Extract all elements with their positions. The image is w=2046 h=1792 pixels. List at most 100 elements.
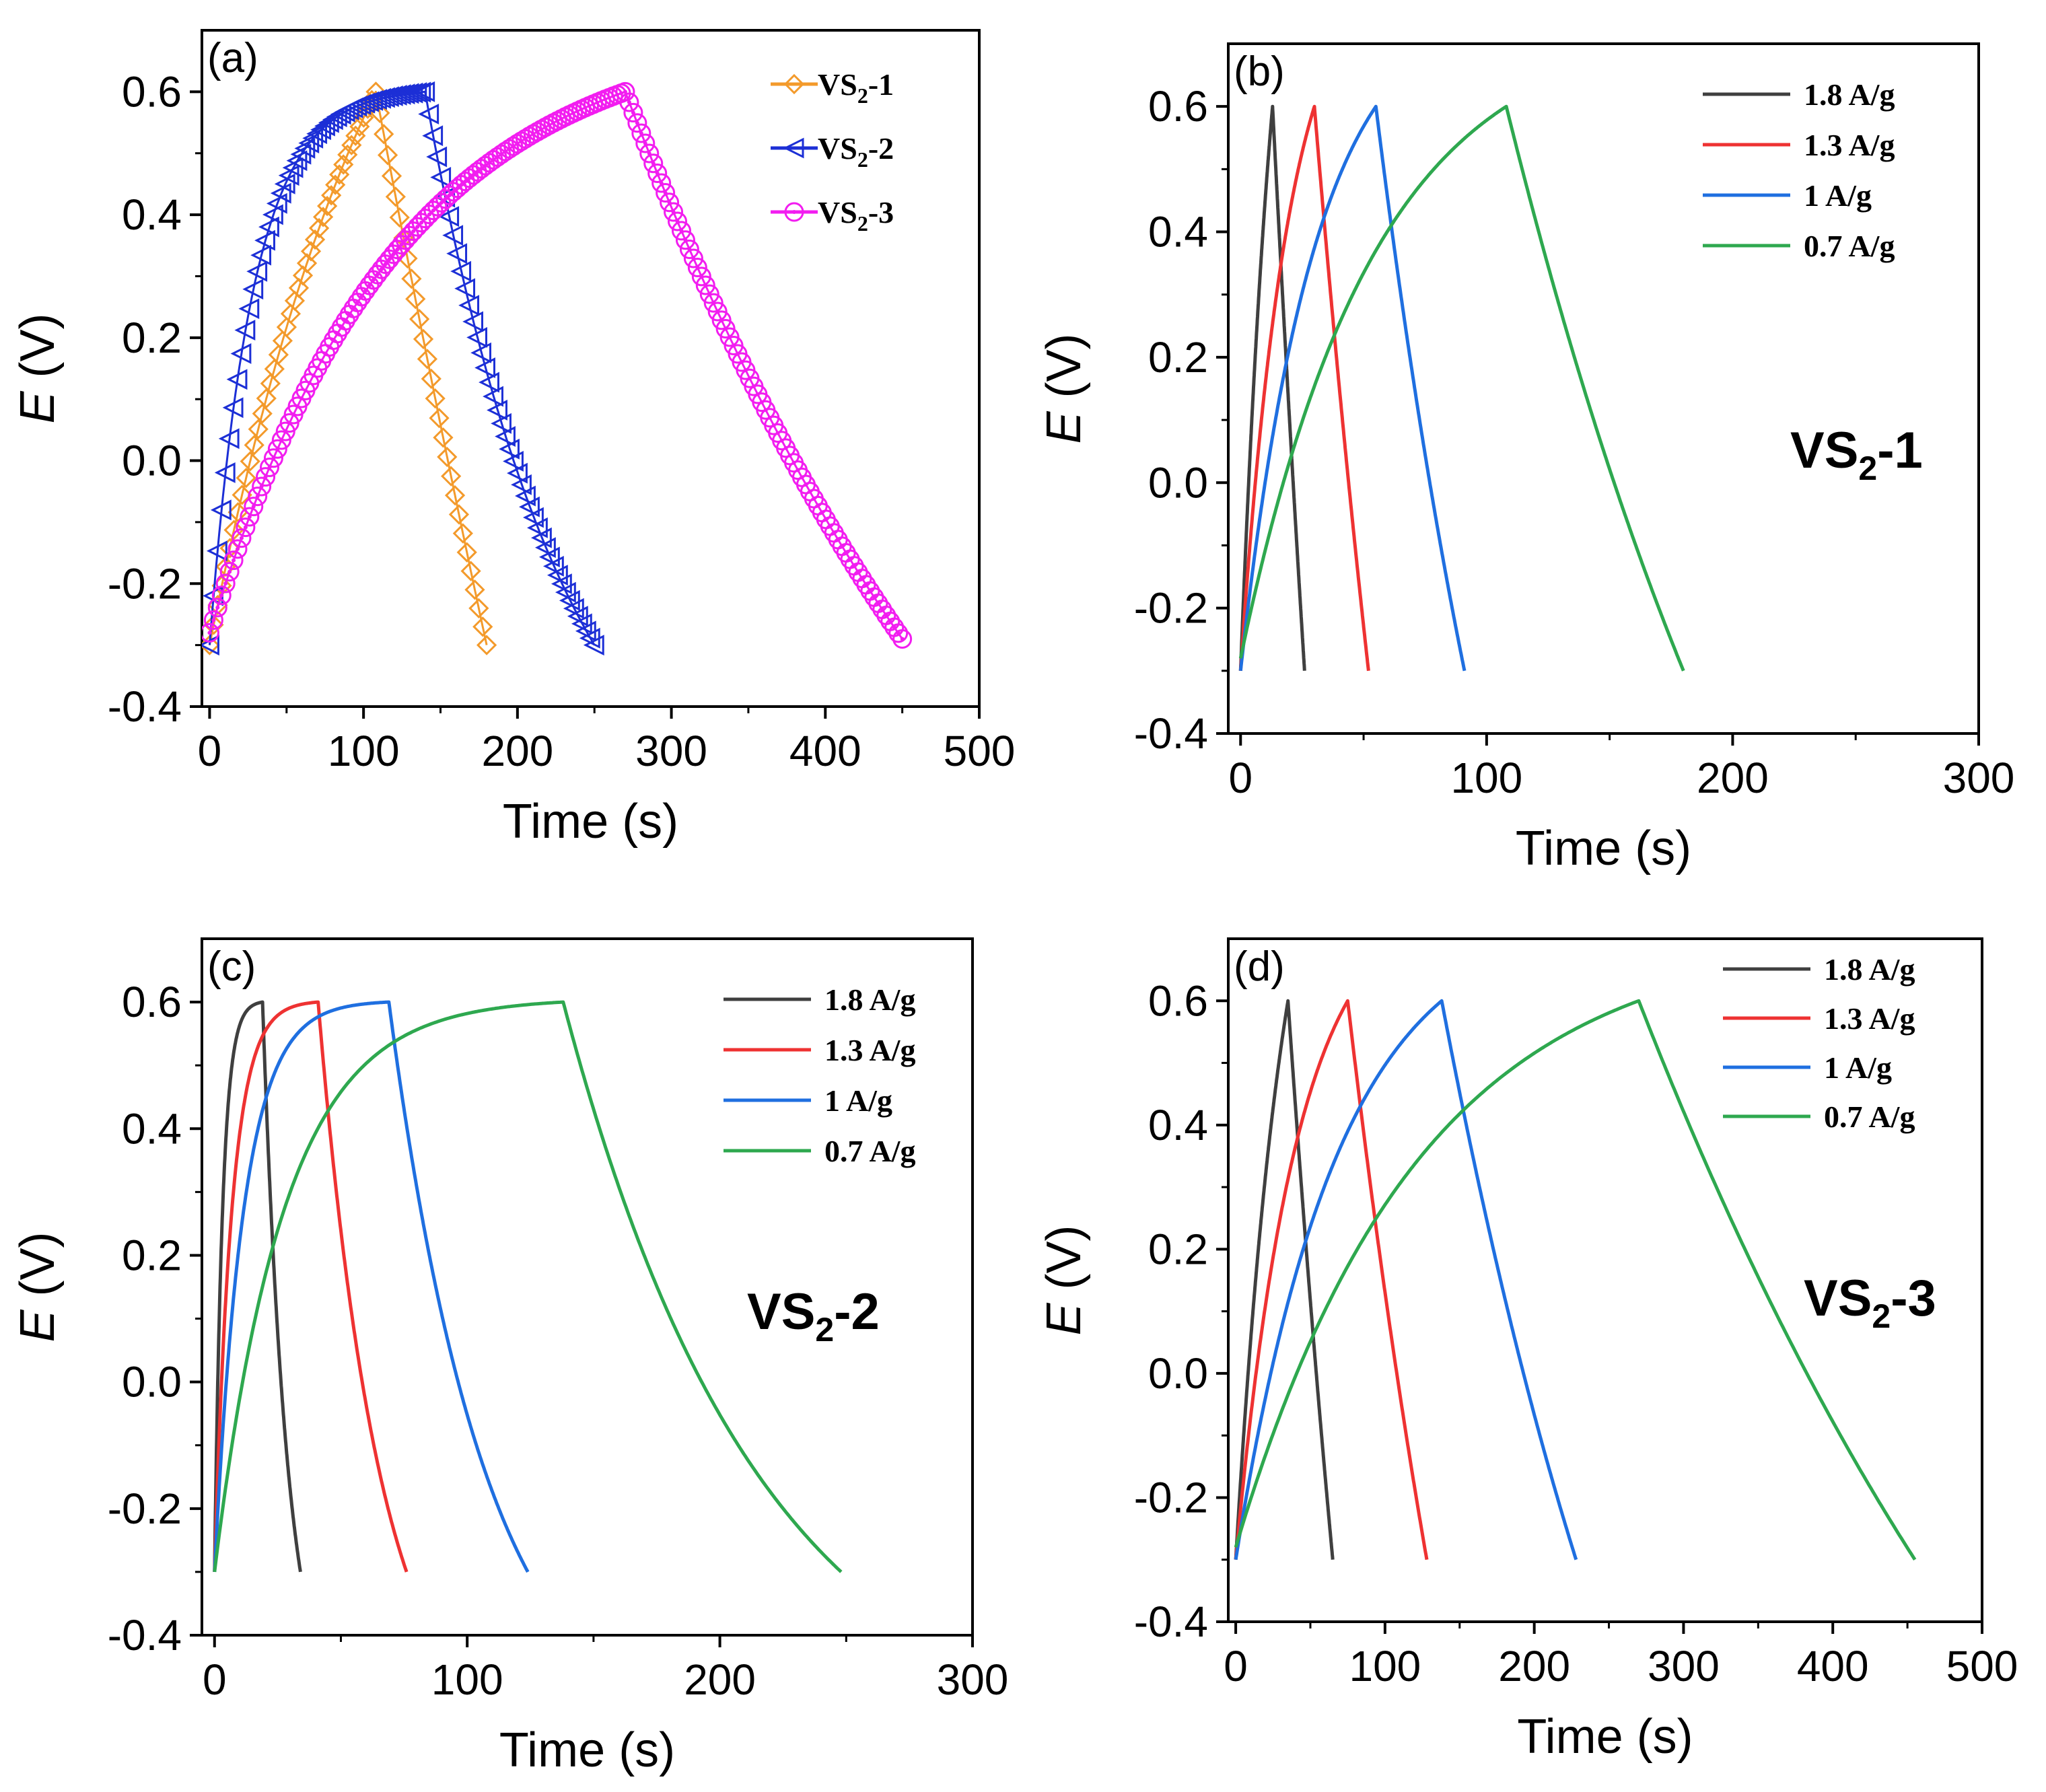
series-vs2-2-marker — [466, 327, 488, 348]
series-vs2-2-marker — [230, 343, 252, 364]
series-vs2-2-marker — [418, 104, 439, 124]
y-tick-label: 0.2 — [122, 314, 182, 362]
legend-label: VS2-1 — [818, 67, 894, 108]
y-axis-symbol: E — [1037, 411, 1091, 444]
series-vs2-1-marker — [264, 359, 285, 380]
series-vs2-1-marker — [292, 265, 314, 286]
series-vs2-2-marker — [262, 204, 283, 225]
series-1-3-a-g-line — [1238, 104, 1370, 672]
series-vs2-2-marker — [503, 451, 524, 472]
x-tick-label: 200 — [1498, 1642, 1570, 1690]
series-vs2-1-marker — [464, 579, 485, 600]
series-vs2-3-marker — [639, 143, 660, 164]
series-vs2-2-marker — [310, 119, 331, 141]
y-axis-title: E (V) — [1037, 333, 1091, 443]
series-vs2-1-marker — [425, 388, 446, 409]
series-vs2-3-marker-dot — [211, 618, 216, 622]
series-1-a-g-line — [213, 1000, 530, 1573]
y-axis-symbol: E — [1037, 1303, 1091, 1336]
legend-label: 1.8 A/g — [824, 982, 915, 1017]
series-vs2-2-marker — [266, 192, 287, 214]
series-vs2-3-marker — [699, 284, 719, 304]
series-vs2-1-marker — [288, 277, 310, 299]
y-axis-unit: (V) — [11, 313, 65, 391]
series-vs2-3-marker — [664, 202, 684, 222]
series-vs2-2-markers — [202, 81, 604, 656]
plot-area — [202, 81, 913, 656]
series-vs2-3-marker-dot — [900, 637, 905, 641]
x-tick-label: 200 — [684, 1655, 756, 1704]
series-1-3-a-g-line — [213, 1000, 409, 1573]
series-vs2-3-marker — [236, 517, 256, 538]
series-vs2-2-marker — [422, 125, 444, 147]
series-vs2-1-marker — [460, 561, 481, 581]
legend: 1.8 A/g 1.3 A/g 1 A/g 0.7 A/g — [1703, 77, 1895, 263]
legend-item: VS2-2 — [771, 131, 894, 172]
series-vs2-2-marker — [294, 138, 316, 159]
series-vs2-2-marker — [302, 127, 324, 149]
legend: 1.8 A/g 1.3 A/g 1 A/g 0.7 A/g — [1723, 952, 1915, 1134]
series-vs2-3-marker — [619, 92, 639, 112]
series-vs2-2-marker — [534, 537, 556, 559]
legend-item: 1 A/g — [1703, 178, 1872, 213]
y-tick-label: 0.0 — [122, 437, 182, 485]
series-vs2-1-marker — [202, 635, 220, 655]
series-vs2-2-marker — [410, 81, 431, 103]
series-vs2-2-marker — [495, 426, 516, 447]
legend-item: 1.3 A/g — [724, 1033, 915, 1067]
sample-annotation: VS2-1 — [1790, 422, 1923, 487]
legend-marker — [784, 202, 804, 222]
y-tick-label: 0.6 — [1148, 976, 1208, 1025]
series-vs2-1-marker — [374, 124, 394, 145]
series-vs2-1-markers — [202, 81, 497, 655]
x-tick-label: 100 — [1450, 754, 1522, 802]
series-vs2-2-marker — [499, 438, 520, 460]
x-tick-label: 400 — [789, 727, 861, 775]
series-vs2-3-marker — [671, 221, 691, 241]
chart-panel-c: 0 100 200 300 -0.4 -0.2 0.0 0.2 0.4 0.6 Time (s) E … — [11, 937, 1009, 1777]
x-tick-label: 100 — [1349, 1642, 1421, 1690]
series-0-7-a-g-line — [213, 1000, 843, 1573]
legend-item: 1.3 A/g — [1703, 128, 1895, 162]
legend-label: 1 A/g — [1804, 178, 1872, 213]
y-tick-label: 0.4 — [122, 1104, 182, 1153]
x-tick-label: 0 — [1224, 1642, 1248, 1690]
legend-label: 0.7 A/g — [824, 1134, 915, 1168]
series-vs2-3-marker-dot — [395, 247, 400, 252]
x-tick-label: 500 — [1946, 1642, 2018, 1690]
legend-item: 1.3 A/g — [1723, 1001, 1915, 1036]
series-vs2-2-marker — [210, 499, 232, 521]
y-tick-label: 0.4 — [122, 190, 182, 239]
series-vs2-2-marker — [511, 474, 532, 495]
y-tick-label: -0.2 — [1134, 1473, 1208, 1521]
series-vs2-1-marker — [444, 485, 466, 506]
series-vs2-2-marker — [442, 225, 464, 246]
legend-label: VS2-2 — [818, 131, 894, 172]
series-vs2-1-marker — [240, 451, 260, 472]
legend-label: 1.3 A/g — [1804, 128, 1895, 162]
series-vs2-3-marker — [615, 81, 635, 102]
x-tick-label: 0 — [1228, 754, 1253, 802]
y-tick-label: 0.2 — [122, 1231, 182, 1279]
x-tick-label: 0 — [198, 727, 222, 775]
series-vs2-3-marker-dot — [427, 212, 432, 217]
series-vs2-2-marker — [206, 540, 227, 562]
series-vs2-2-marker — [527, 517, 548, 538]
plot-frame — [201, 937, 974, 1637]
series-vs2-2-marker — [414, 81, 435, 102]
x-tick-label: 100 — [328, 727, 400, 775]
series-vs2-2-marker — [538, 546, 560, 568]
sample-annotation: VS2-3 — [1804, 1270, 1936, 1335]
series-vs2-2-marker — [546, 565, 568, 586]
series-vs2-3-marker — [240, 507, 260, 527]
series-vs2-1-marker — [260, 373, 281, 394]
x-tick-label: 300 — [937, 1655, 1009, 1704]
series-vs2-1-marker — [268, 344, 289, 365]
series-vs2-2-marker — [450, 260, 472, 282]
series-vs2-1-marker — [421, 368, 442, 390]
plot-frame — [1227, 937, 1983, 1623]
series-vs2-3-marker — [215, 573, 236, 594]
series-vs2-2-marker — [491, 413, 512, 434]
series-vs2-2-marker — [454, 278, 476, 299]
